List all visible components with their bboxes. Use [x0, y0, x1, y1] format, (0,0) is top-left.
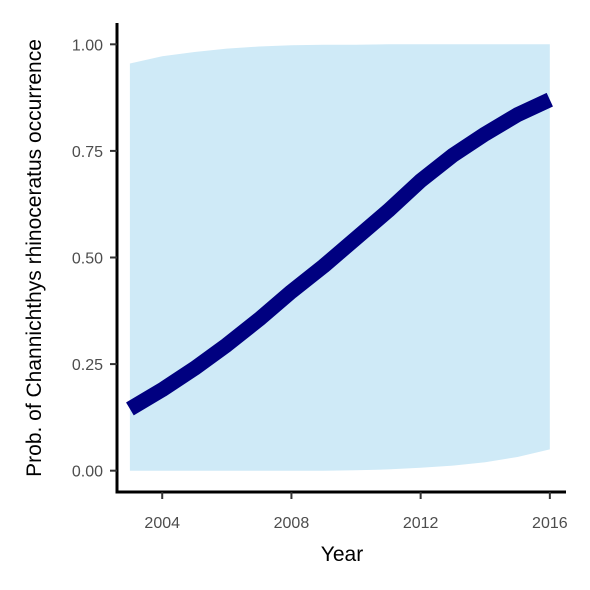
fitted-probability-line [126, 92, 553, 416]
y-axis-title: Prob. of Channichthys rhinoceratus occur… [23, 39, 46, 477]
x-tick-label: 2012 [403, 515, 439, 532]
plot-area [126, 44, 553, 471]
x-tick-label: 2004 [144, 515, 180, 532]
x-axis-title: Year [321, 543, 363, 566]
y-tick-label: 0.25 [72, 357, 103, 374]
y-tick-label: 1.00 [72, 37, 103, 54]
y-tick-label: 0.00 [72, 464, 103, 481]
x-tick-label: 2008 [274, 515, 310, 532]
y-axis-ticks: 0.00 0.25 0.50 0.75 1.00 [72, 37, 117, 481]
x-axis-ticks: 2004 2008 2012 2016 [144, 492, 568, 532]
y-tick-label: 0.50 [72, 251, 103, 268]
x-tick-label: 2016 [532, 515, 568, 532]
y-tick-label: 0.75 [72, 144, 103, 161]
